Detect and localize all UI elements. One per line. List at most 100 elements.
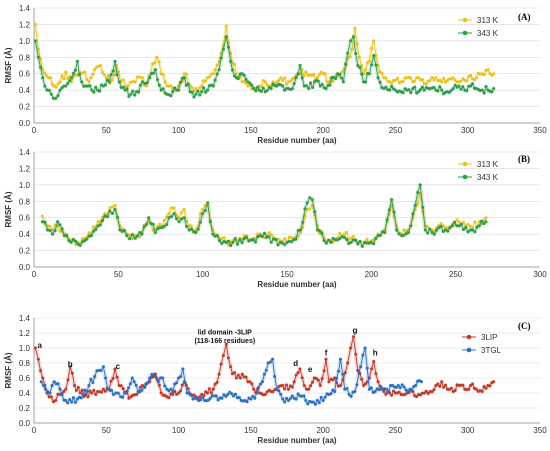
- x-tick-label: 250: [389, 426, 403, 435]
- data-point: [182, 216, 186, 220]
- data-point: [233, 237, 237, 240]
- data-point: [277, 79, 281, 82]
- data-point: [474, 387, 478, 391]
- data-point: [317, 73, 321, 77]
- data-point: [148, 376, 152, 380]
- data-point: [233, 392, 237, 396]
- data-point: [190, 86, 194, 90]
- data-point: [440, 80, 444, 84]
- data-point: [215, 72, 219, 76]
- x-tick-label: 100: [172, 426, 186, 435]
- data-point: [237, 396, 241, 399]
- data-point: [252, 387, 256, 391]
- data-point: [416, 202, 420, 206]
- data-point: [283, 76, 287, 80]
- data-point: [492, 87, 496, 90]
- data-point: [385, 218, 389, 222]
- data-point: [206, 201, 210, 205]
- data-point: [48, 76, 52, 80]
- data-point: [462, 220, 465, 224]
- data-point: [294, 373, 298, 377]
- data-point: [402, 228, 406, 232]
- y-tick-label: 0.8: [19, 53, 31, 62]
- data-point: [365, 238, 369, 242]
- x-tick-label: 0: [32, 426, 37, 435]
- data-point: [54, 85, 58, 89]
- data-point: [305, 387, 308, 391]
- data-point: [208, 220, 212, 224]
- data-point: [226, 356, 230, 360]
- data-point: [296, 371, 300, 375]
- data-point: [170, 215, 173, 218]
- data-point: [186, 82, 190, 86]
- data-point: [211, 84, 215, 88]
- data-point: [304, 70, 308, 74]
- data-point: [283, 387, 287, 391]
- data-point: [129, 92, 133, 96]
- data-point: [121, 387, 125, 391]
- data-point: [322, 369, 326, 373]
- data-point: [133, 236, 137, 240]
- data-point: [92, 90, 96, 94]
- data-point: [277, 389, 281, 393]
- data-point: [373, 390, 377, 393]
- data-point: [194, 87, 198, 90]
- data-point: [259, 382, 262, 386]
- legend-swatch-marker: [466, 347, 472, 353]
- data-point: [492, 380, 496, 384]
- data-point: [215, 234, 219, 238]
- data-point: [148, 76, 152, 80]
- data-point: [224, 394, 228, 398]
- data-point: [184, 72, 188, 76]
- data-point: [46, 390, 50, 394]
- y-axis-label: RMSF (Å): [4, 352, 13, 388]
- data-point: [100, 70, 104, 74]
- data-point: [157, 83, 161, 87]
- data-point: [40, 214, 44, 218]
- data-point: [46, 228, 49, 232]
- data-point: [180, 210, 184, 214]
- y-tick-label: 0.4: [19, 230, 31, 239]
- data-point: [54, 96, 58, 100]
- y-tick-label: 0.6: [19, 374, 31, 383]
- data-point: [204, 79, 208, 83]
- y-tick-label: 0.2: [19, 103, 31, 112]
- data-point: [390, 81, 394, 85]
- data-point: [200, 90, 204, 94]
- data-point: [367, 59, 371, 63]
- data-point: [343, 371, 347, 375]
- data-point: [298, 367, 302, 371]
- data-point: [190, 90, 194, 94]
- data-point: [349, 39, 353, 43]
- data-point: [248, 380, 252, 384]
- data-point: [179, 80, 182, 84]
- data-point: [88, 84, 92, 88]
- data-point: [213, 234, 217, 238]
- legend-entry: 3TGL: [481, 346, 502, 355]
- data-point: [392, 389, 395, 393]
- data-point: [279, 392, 283, 396]
- data-point: [227, 243, 230, 247]
- data-point: [40, 220, 44, 224]
- data-point: [195, 396, 199, 400]
- data-point: [43, 220, 47, 224]
- data-point: [49, 395, 53, 399]
- data-point: [62, 234, 66, 238]
- data-point: [177, 88, 181, 92]
- data-point: [252, 87, 256, 90]
- data-point: [198, 93, 202, 97]
- data-point: [342, 235, 346, 239]
- data-point: [220, 241, 224, 245]
- data-point: [251, 238, 255, 242]
- data-point: [432, 78, 436, 82]
- data-point: [167, 396, 171, 400]
- data-point: [357, 55, 361, 59]
- data-point: [484, 220, 488, 224]
- data-point: [64, 70, 68, 74]
- data-point: [140, 80, 144, 84]
- data-point: [492, 72, 496, 76]
- y-tick-label: 0.4: [19, 389, 31, 398]
- data-point: [245, 235, 248, 239]
- data-point: [480, 88, 484, 92]
